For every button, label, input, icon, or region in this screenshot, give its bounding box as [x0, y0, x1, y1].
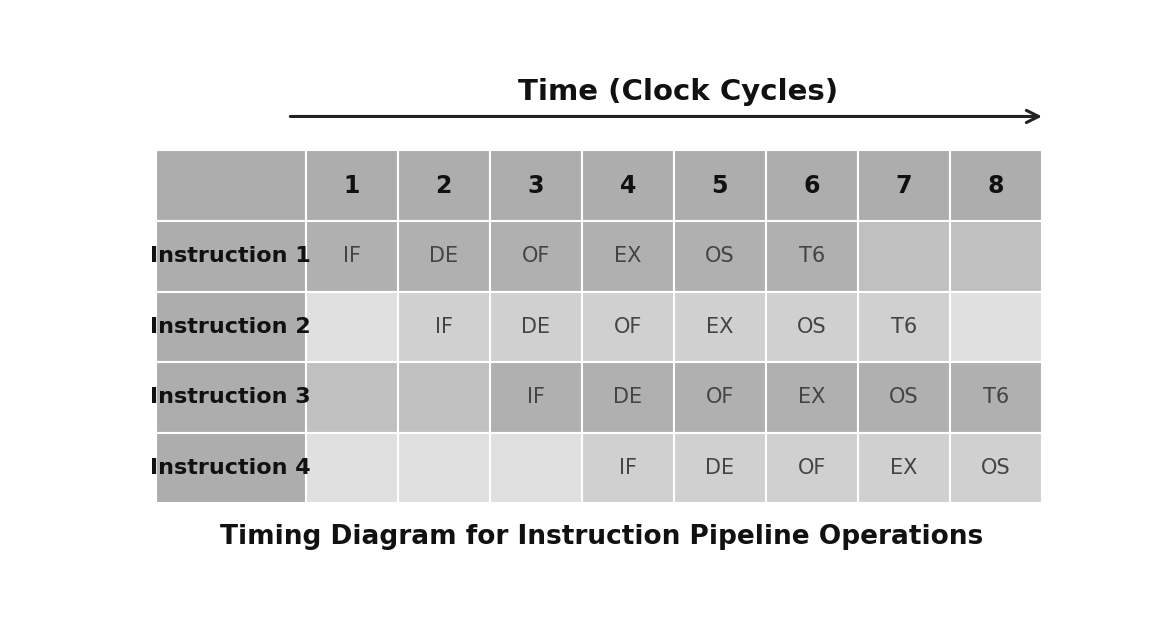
Text: OF: OF — [613, 317, 642, 337]
Text: IF: IF — [435, 317, 453, 337]
Bar — [674, 291, 766, 362]
Text: OF: OF — [706, 387, 734, 408]
Text: IF: IF — [619, 458, 637, 478]
Text: DE: DE — [705, 458, 734, 478]
Bar — [582, 291, 674, 362]
Bar — [398, 150, 490, 221]
Bar — [490, 150, 582, 221]
Bar — [582, 150, 674, 221]
Text: Instruction 2: Instruction 2 — [150, 317, 311, 337]
Bar — [766, 433, 857, 503]
Bar — [306, 221, 398, 291]
Text: Instruction 3: Instruction 3 — [150, 387, 311, 408]
Text: EX: EX — [890, 458, 917, 478]
Text: OF: OF — [522, 246, 550, 266]
Bar — [857, 291, 950, 362]
Bar — [674, 362, 766, 433]
Text: 5: 5 — [712, 173, 728, 198]
Bar — [674, 221, 766, 291]
Bar — [156, 150, 306, 221]
Bar — [490, 291, 582, 362]
Text: 3: 3 — [528, 173, 544, 198]
Bar — [950, 150, 1042, 221]
Bar — [156, 221, 306, 291]
Text: OS: OS — [798, 317, 827, 337]
Bar — [306, 433, 398, 503]
Text: EX: EX — [799, 387, 826, 408]
Text: IF: IF — [527, 387, 544, 408]
Bar — [766, 221, 857, 291]
Text: DE: DE — [613, 387, 643, 408]
Bar — [306, 291, 398, 362]
Bar — [950, 221, 1042, 291]
Bar — [857, 150, 950, 221]
Bar — [156, 291, 306, 362]
Bar — [857, 433, 950, 503]
Text: DE: DE — [521, 317, 550, 337]
Text: T6: T6 — [890, 317, 917, 337]
Bar — [490, 362, 582, 433]
Bar — [156, 362, 306, 433]
Bar — [582, 221, 674, 291]
Bar — [950, 362, 1042, 433]
Text: EX: EX — [706, 317, 733, 337]
Bar — [857, 362, 950, 433]
Text: OF: OF — [798, 458, 826, 478]
Bar — [766, 362, 857, 433]
Bar — [156, 433, 306, 503]
Text: Time (Clock Cycles): Time (Clock Cycles) — [518, 78, 839, 106]
Bar — [490, 433, 582, 503]
Bar — [582, 433, 674, 503]
Text: 4: 4 — [619, 173, 636, 198]
Bar — [398, 291, 490, 362]
Bar — [950, 291, 1042, 362]
Bar — [674, 433, 766, 503]
Text: OS: OS — [982, 458, 1011, 478]
Text: IF: IF — [343, 246, 361, 266]
Bar — [306, 150, 398, 221]
Bar — [490, 221, 582, 291]
Bar — [857, 221, 950, 291]
Bar — [766, 150, 857, 221]
FancyArrowPatch shape — [290, 111, 1038, 122]
Bar — [306, 362, 398, 433]
Text: 8: 8 — [988, 173, 1004, 198]
Text: Instruction 4: Instruction 4 — [150, 458, 311, 478]
Text: 7: 7 — [896, 173, 913, 198]
Text: T6: T6 — [799, 246, 825, 266]
Bar — [766, 291, 857, 362]
Text: T6: T6 — [983, 387, 1009, 408]
Bar — [582, 362, 674, 433]
Text: Timing Diagram for Instruction Pipeline Operations: Timing Diagram for Instruction Pipeline … — [219, 524, 983, 550]
Text: EX: EX — [615, 246, 642, 266]
Text: Instruction 1: Instruction 1 — [150, 246, 311, 266]
Bar — [398, 221, 490, 291]
Bar — [398, 362, 490, 433]
Bar — [950, 433, 1042, 503]
Text: 6: 6 — [804, 173, 820, 198]
Text: 2: 2 — [435, 173, 452, 198]
Bar — [398, 433, 490, 503]
Text: OS: OS — [889, 387, 918, 408]
Text: OS: OS — [705, 246, 734, 266]
Text: DE: DE — [429, 246, 459, 266]
Text: 1: 1 — [344, 173, 360, 198]
Bar — [674, 150, 766, 221]
